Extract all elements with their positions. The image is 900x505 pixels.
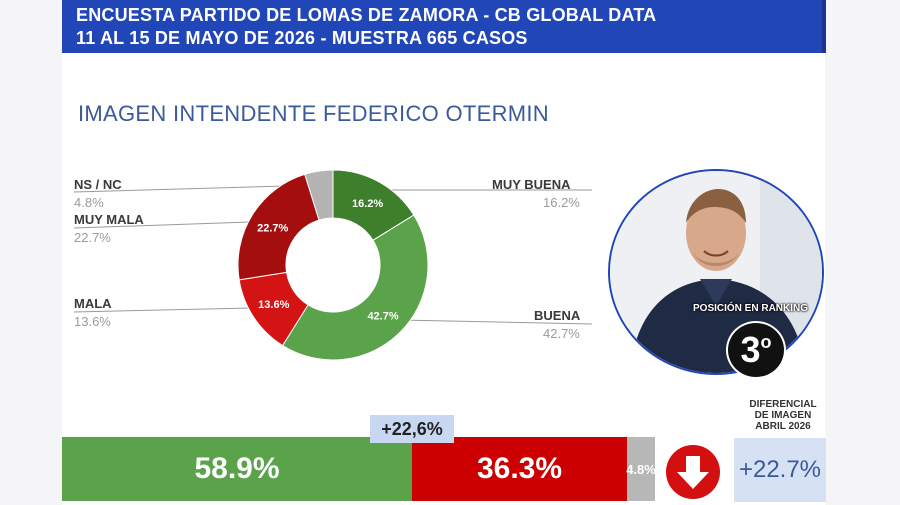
- header-line-2: 11 AL 15 DE MAYO DE 2026 - MUESTRA 665 C…: [76, 28, 528, 48]
- positive-bar: 58.9%: [62, 437, 412, 501]
- diferencial-title-line-1: DIFERENCIAL: [749, 399, 817, 410]
- label-muy-buena: MUY BUENA: [492, 177, 571, 192]
- value-mala: 13.6%: [74, 314, 111, 329]
- ranking-badge: 3o: [726, 321, 786, 379]
- label-buena: BUENA: [534, 308, 581, 323]
- slice-muy-buena-label: 16.2%: [352, 198, 383, 210]
- nsnc-bar: 4.8%: [626, 437, 656, 501]
- diferencial-title-line-3: ABRIL 2026: [755, 421, 811, 432]
- candidate-photo: [608, 169, 824, 375]
- ranking-label: POSICIÓN EN RANKING: [693, 303, 809, 314]
- leader-buena: [399, 319, 593, 325]
- diferencial-value: +22.7%: [734, 438, 826, 502]
- header-line-1: ENCUESTA PARTIDO DE LOMAS DE ZAMORA - CB…: [76, 5, 657, 25]
- chart-title: IMAGEN INTENDENTE FEDERICO OTERMIN: [78, 101, 549, 126]
- diferencial-title-line-2: DE IMAGEN: [754, 410, 812, 421]
- ranking-position: 3: [740, 329, 761, 370]
- negative-bar: 36.3%: [412, 437, 627, 501]
- positive-bar-label: 58.9%: [194, 452, 280, 485]
- diferencial-title: DIFERENCIAL DE IMAGEN ABRIL 2026: [740, 399, 826, 432]
- value-muy-mala: 22.7%: [74, 230, 111, 245]
- photo-frame: [608, 169, 824, 375]
- header-banner: ENCUESTA PARTIDO DE LOMAS DE ZAMORA - CB…: [62, 0, 822, 53]
- label-nsnc: NS / NC: [74, 177, 122, 192]
- leader-mala: [73, 307, 253, 313]
- slice-buena-label: 42.7%: [367, 310, 398, 322]
- leader-muy-mala: [73, 221, 251, 229]
- slice-muy-mala-label: 22.7%: [257, 223, 288, 235]
- negative-bar-label: 36.3%: [476, 452, 563, 485]
- person-portrait-icon: [610, 171, 822, 373]
- arrow-down-icon: [666, 445, 720, 499]
- difference-bubble: +22,6%: [370, 415, 454, 443]
- nsnc-bar-label: 4.8%: [626, 461, 656, 477]
- slice-mala-label: 13.6%: [258, 299, 289, 311]
- ranking-suffix: o: [760, 332, 772, 352]
- label-mala: MALA: [74, 296, 112, 311]
- label-muy-mala: MUY MALA: [74, 212, 144, 227]
- value-buena: 42.7%: [543, 326, 580, 341]
- value-nsnc: 4.8%: [74, 195, 104, 210]
- header-edge: [822, 0, 826, 53]
- value-muy-buena: 16.2%: [543, 195, 580, 210]
- slice-nsnc: [304, 169, 334, 221]
- slice-muy-mala: [237, 173, 320, 281]
- slice-buena: [281, 214, 429, 361]
